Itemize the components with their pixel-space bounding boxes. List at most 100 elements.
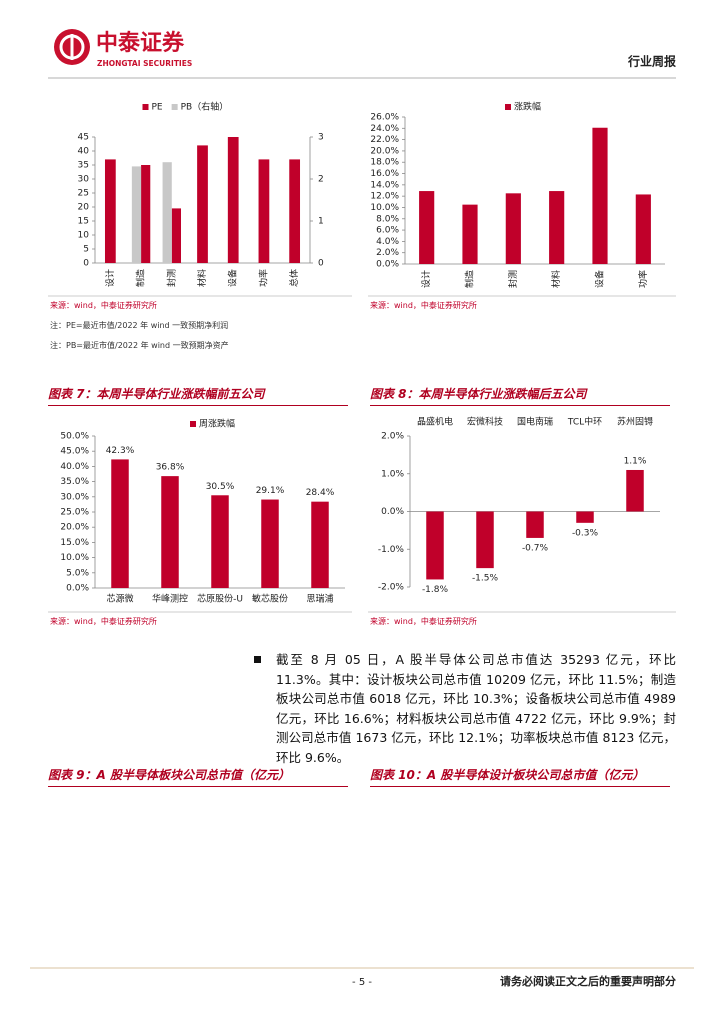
- legend-label: 涨跌幅: [514, 101, 541, 113]
- y-tick-label: 5: [83, 245, 89, 255]
- y-tick-label: 30: [78, 175, 90, 185]
- page-number: - 5 -: [352, 977, 372, 988]
- y-tick-label: 16.0%: [370, 169, 399, 179]
- y-tick-label: 20.0%: [60, 523, 89, 533]
- data-label: -0.3%: [572, 528, 599, 538]
- y-tick-label: 4.0%: [376, 237, 399, 247]
- x-tick-label: 晶盛机电: [417, 416, 453, 428]
- y-tick-label: 18.0%: [370, 158, 399, 168]
- figure-title: 图表 7：本周半导体行业涨跌幅前五公司: [48, 385, 348, 406]
- legend-label: PB（右轴）: [181, 101, 229, 113]
- bar: [576, 511, 594, 523]
- data-label: -1.5%: [472, 574, 499, 584]
- x-tick-label: 芯原股份-U: [197, 593, 243, 605]
- y-tick-label: 30.0%: [60, 492, 89, 502]
- x-tick-label: 材料: [196, 269, 208, 287]
- y-tick-label: 25.0%: [60, 508, 89, 518]
- y-tick-label: 45: [78, 133, 89, 143]
- bar: [197, 145, 208, 263]
- y-tick-label: 8.0%: [376, 214, 399, 224]
- data-label: 30.5%: [206, 482, 235, 492]
- y2-tick-label: 3: [318, 133, 324, 143]
- data-label: 42.3%: [106, 446, 135, 456]
- x-tick-label: 制造: [464, 270, 476, 288]
- x-tick-label: 功率: [637, 270, 649, 288]
- bar: [476, 511, 494, 569]
- logo-text: 中泰证券: [96, 30, 185, 56]
- x-tick-label: 华峰测控: [152, 593, 188, 605]
- bar: [505, 193, 521, 264]
- y-tick-label: 0.0%: [66, 584, 89, 594]
- data-label: 36.8%: [156, 463, 185, 473]
- legend-swatch: [190, 421, 196, 427]
- source: 来源：wind，中泰证券研究所: [370, 617, 477, 626]
- bar: [171, 208, 181, 263]
- y-tick-label: 40: [78, 147, 90, 157]
- x-tick-label: 苏州固锝: [617, 416, 653, 428]
- data-label: 29.1%: [256, 486, 285, 496]
- x-tick-label: 设备: [227, 269, 239, 287]
- x-tick-label: 封测: [165, 269, 177, 287]
- x-tick-label: 封测: [507, 270, 519, 288]
- legend-swatch: [171, 104, 178, 110]
- y-tick-label: 15: [78, 217, 89, 227]
- y-tick-label: 5.0%: [66, 568, 89, 578]
- bar: [211, 495, 229, 588]
- bar: [311, 501, 329, 588]
- bar: [111, 459, 129, 588]
- y-tick-label: 22.0%: [370, 135, 399, 145]
- y-tick-label: 2.0%: [381, 432, 404, 442]
- paragraph: 截至 8 月 05 日，A 股半导体公司总市值达 35293 亿元，环比 11.…: [276, 652, 676, 765]
- disclaimer: 请务必阅读正文之后的重要声明部分: [500, 974, 676, 988]
- y-tick-label: 2.0%: [376, 248, 399, 258]
- source: 来源：wind，中泰证券研究所: [50, 301, 157, 310]
- y-tick-label: 10.0%: [370, 203, 399, 213]
- x-tick-label: 材料: [550, 270, 562, 288]
- y-tick-label: -2.0%: [378, 583, 405, 593]
- note: 注：PE=最近市值/2022 年 wind 一致预期净利润: [50, 321, 229, 330]
- x-tick-label: 设备: [594, 270, 606, 288]
- legend-swatch: [142, 104, 149, 110]
- y-tick-label: 24.0%: [370, 124, 399, 134]
- y-tick-label: 35.0%: [60, 477, 89, 487]
- y-tick-label: 26.0%: [370, 113, 399, 123]
- y-tick-label: 35: [78, 161, 89, 171]
- bar: [592, 127, 608, 264]
- y-tick-label: 45.0%: [60, 447, 89, 457]
- y-tick-label: 14.0%: [370, 180, 399, 190]
- y-tick-label: -1.0%: [378, 545, 405, 555]
- source: 来源：wind，中泰证券研究所: [370, 301, 477, 310]
- x-tick-label: 制造: [135, 269, 147, 287]
- bar: [104, 159, 116, 263]
- x-tick-label: 敏芯股份: [252, 593, 288, 605]
- bar: [258, 159, 270, 263]
- data-label: -1.8%: [422, 585, 449, 595]
- bar: [162, 162, 172, 263]
- bar: [261, 499, 279, 588]
- y-tick-label: 25: [78, 189, 89, 199]
- y-tick-label: 50.0%: [60, 432, 89, 442]
- bar: [635, 194, 651, 264]
- y-tick-label: 0.0%: [376, 260, 399, 270]
- y-tick-label: 6.0%: [376, 226, 399, 236]
- x-tick-label: 宏微科技: [467, 416, 503, 428]
- note: 注：PB=最近市值/2022 年 wind 一致预期净资产: [50, 341, 229, 350]
- legend-label: 周涨跌幅: [199, 418, 235, 430]
- y-tick-label: 12.0%: [370, 192, 399, 202]
- bar: [227, 137, 239, 263]
- y2-tick-label: 0: [318, 259, 324, 269]
- y-tick-label: 0.0%: [381, 507, 404, 517]
- y2-tick-label: 1: [318, 217, 324, 227]
- bar: [419, 191, 435, 264]
- x-tick-label: 思瑞浦: [306, 593, 333, 605]
- data-label: 28.4%: [306, 488, 335, 498]
- figure-title: 图表 10：A 股半导体设计板块公司总市值（亿元）: [370, 766, 670, 787]
- y-tick-label: 20: [78, 203, 90, 213]
- bar: [289, 159, 301, 263]
- y2-tick-label: 2: [318, 175, 324, 185]
- bar: [426, 511, 444, 580]
- bar: [526, 511, 544, 538]
- data-label: -0.7%: [522, 543, 549, 553]
- legend-swatch: [505, 104, 511, 110]
